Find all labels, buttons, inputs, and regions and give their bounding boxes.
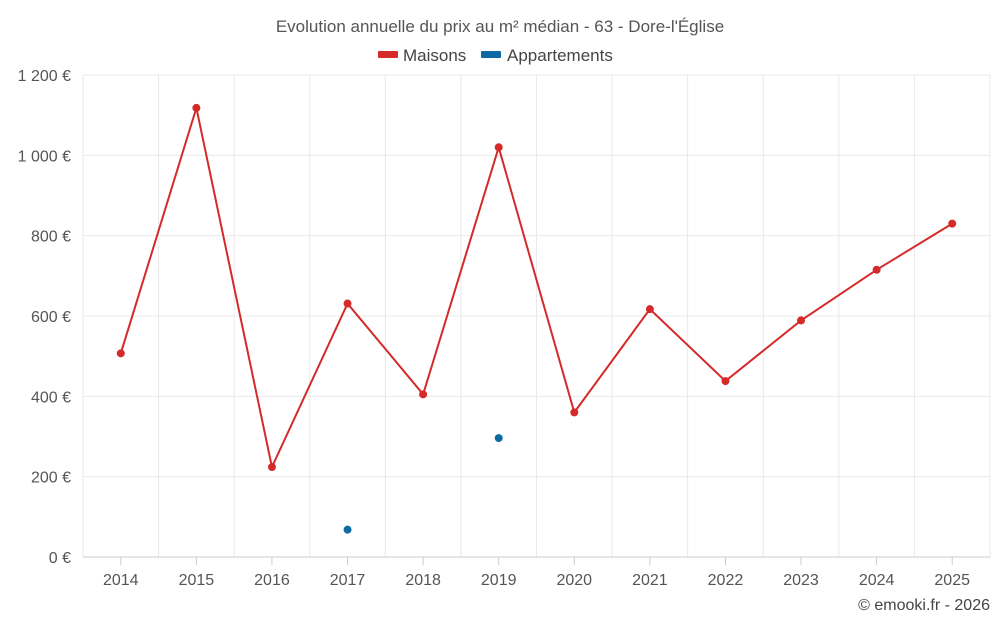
legend-swatch-appartements — [481, 51, 501, 58]
data-point-maisons[interactable] — [872, 265, 881, 274]
legend-swatch-maisons — [378, 51, 398, 58]
data-point-maisons[interactable] — [419, 390, 428, 399]
y-tick-label: 200 € — [31, 470, 71, 487]
y-tick-label: 600 € — [31, 309, 71, 326]
data-point-maisons[interactable] — [343, 299, 352, 308]
legend-item-appartements[interactable]: Appartements — [481, 46, 613, 65]
y-tick-label: 400 € — [31, 389, 71, 406]
x-tick-label: 2019 — [481, 572, 517, 589]
x-tick-label: 2017 — [330, 572, 366, 589]
credit-text: © emooki.fr - 2026 — [858, 597, 990, 614]
x-tick-label: 2016 — [254, 572, 290, 589]
x-tick-label: 2024 — [859, 572, 895, 589]
data-point-maisons[interactable] — [267, 463, 276, 472]
x-tick-label: 2014 — [103, 572, 139, 589]
data-point-maisons[interactable] — [494, 143, 503, 152]
x-tick-label: 2018 — [405, 572, 441, 589]
x-tick-label: 2025 — [934, 572, 970, 589]
data-point-maisons[interactable] — [948, 219, 957, 228]
legend-label-appartements: Appartements — [507, 46, 613, 65]
y-tick-label: 800 € — [31, 229, 71, 246]
data-point-maisons[interactable] — [570, 408, 579, 417]
data-point-maisons[interactable] — [645, 305, 654, 314]
y-tick-label: 0 € — [49, 550, 71, 567]
x-tick-label: 2021 — [632, 572, 668, 589]
data-point-maisons[interactable] — [116, 349, 125, 358]
y-tick-label: 1 200 € — [18, 68, 71, 85]
y-axis-ticks: 0 € 200 € 400 € 600 € 800 € 1 000 € 1 200 € — [18, 68, 71, 567]
data-point-maisons[interactable] — [797, 316, 806, 325]
series-line-maisons — [119, 103, 953, 471]
data-point-appartements[interactable] — [494, 434, 503, 443]
data-point-maisons[interactable] — [192, 103, 201, 112]
legend-item-maisons[interactable]: Maisons — [378, 46, 466, 65]
legend-label-maisons: Maisons — [403, 46, 466, 65]
x-tick-label: 2015 — [179, 572, 215, 589]
legend: Maisons Appartements — [378, 46, 613, 65]
x-tick-label: 2022 — [708, 572, 744, 589]
series-layer — [116, 103, 957, 534]
x-tick-label: 2023 — [783, 572, 819, 589]
y-tick-label: 1 000 € — [18, 148, 71, 165]
data-point-appartements[interactable] — [343, 525, 352, 534]
grid — [82, 74, 991, 558]
data-point-maisons[interactable] — [721, 377, 730, 386]
chart-title: Evolution annuelle du prix au m² médian … — [276, 17, 724, 36]
x-axis-ticks: 2014 2015 2016 2017 2018 2019 2020 2021 2022 2023… — [103, 557, 970, 589]
x-tick-label: 2020 — [556, 572, 592, 589]
